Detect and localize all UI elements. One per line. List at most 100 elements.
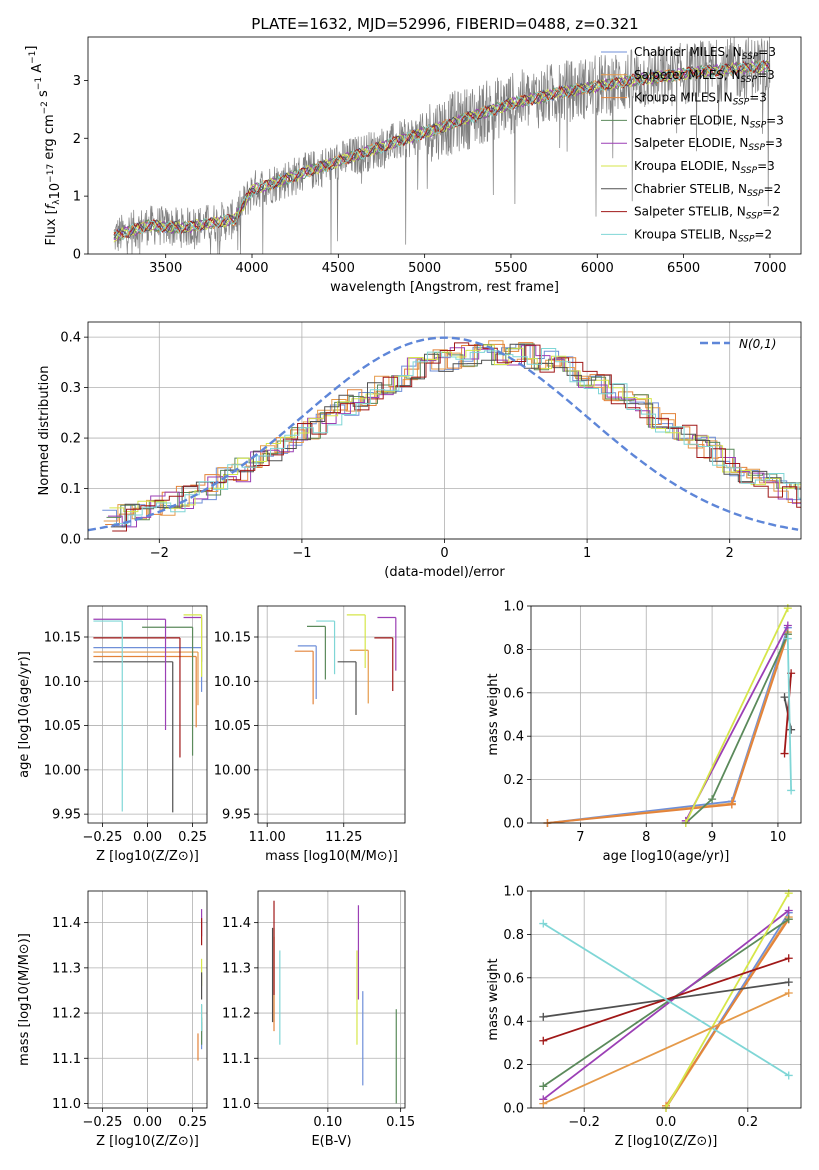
mass-weight-line xyxy=(547,631,789,824)
y-axis-label: Flux [fλ10−17 erg cm−2 s−1 A−1] xyxy=(24,46,63,246)
error-bar xyxy=(346,614,366,668)
mass-weight-marker xyxy=(708,795,717,804)
legend-entry-tail: =2 xyxy=(764,182,782,196)
mass-weight-vs-age-panel: 7 8 9 10 0.0 0.2 0.4 0.6 0.8 1.0 age [log10(age/yr… xyxy=(486,600,802,864)
y-tick-label: 11.0 xyxy=(222,1097,251,1112)
axes: −2 −1 0 1 2 0.0 0.1 0.2 0.3 0.4 xyxy=(60,331,734,561)
y-tick-label: 0.2 xyxy=(60,432,81,447)
legend-entry-sub: SSP xyxy=(742,52,759,62)
mass-weight-marker xyxy=(784,906,793,915)
legend-entry-text: Kroupa STELIB, N xyxy=(634,227,738,241)
x-tick-label: 4000 xyxy=(235,261,268,276)
x-tick-label: −1 xyxy=(292,546,311,561)
legend-entry-tail: =3 xyxy=(749,91,767,105)
mass-weight-marker xyxy=(783,621,792,630)
grid xyxy=(88,891,207,1108)
legend-entry: Salpeter STELIB, NSSP=2 xyxy=(634,205,780,222)
axes-frame xyxy=(257,605,406,824)
mass-weight-marker xyxy=(787,725,796,734)
y-tick-label: 10.15 xyxy=(214,631,251,646)
x-axis-label: age [log10(age/yr)] xyxy=(603,849,730,864)
x-tick-label: 6500 xyxy=(667,261,700,276)
axes: −0.25 0.00 0.25 11.0 11.1 11.2 11.3 11.4 xyxy=(52,916,207,1130)
axes: 7 8 9 10 0.0 0.2 0.4 0.6 0.8 1.0 xyxy=(503,600,786,846)
mass-weight-marker xyxy=(780,749,789,758)
axes-frame xyxy=(87,890,208,1109)
y-tick-label: 10.15 xyxy=(44,631,81,646)
x-axis-label: (data-model)/error xyxy=(384,565,505,580)
x-tick-label: 4500 xyxy=(322,261,355,276)
y-axis-label-part: erg cm xyxy=(42,114,57,163)
legend-entry: N(0,1) xyxy=(739,337,776,351)
axes-frame xyxy=(87,36,802,255)
y-tick-label: 10.00 xyxy=(214,763,251,778)
mass-weight-marker xyxy=(784,978,793,987)
error-bar xyxy=(294,650,314,705)
x-tick-label: 6000 xyxy=(581,261,614,276)
error-bar xyxy=(183,614,203,677)
legend-entry-text: Chabrier MILES, N xyxy=(634,45,742,59)
y-tick-label: 11.2 xyxy=(222,1007,251,1022)
y-tick-label: 11.2 xyxy=(52,1007,81,1022)
mass-weight-marker xyxy=(784,915,793,924)
y-tick-label: 0.8 xyxy=(503,643,524,658)
model-spectrum-line xyxy=(113,60,770,239)
error-bar xyxy=(93,655,197,728)
legend-entry: Kroupa ELODIE, NSSP=3 xyxy=(634,159,775,176)
y-tick-label: 0.8 xyxy=(503,928,524,943)
y-tick-label: 10.05 xyxy=(214,719,251,734)
error-bar xyxy=(316,620,336,675)
histogram-step-line xyxy=(113,348,801,525)
mass-weight-marker xyxy=(780,693,789,702)
y-tick-label: 0.0 xyxy=(503,1102,524,1117)
y-tick-label: 9.95 xyxy=(222,808,251,823)
x-tick-label: 0.25 xyxy=(178,1115,207,1130)
histogram-step-line xyxy=(103,340,801,522)
mass-weight-line xyxy=(542,992,790,1105)
legend-entry-tail: =3 xyxy=(758,45,776,59)
mass-weight-marker xyxy=(539,1036,548,1045)
legend-entry: Salpeter ELODIE, NSSP=3 xyxy=(634,136,783,153)
mass-weight-line xyxy=(665,892,790,1109)
legend-entry-text: Salpeter STELIB, N xyxy=(634,205,746,219)
error-bar xyxy=(374,637,394,692)
y-tick-label: 10.10 xyxy=(214,675,251,690)
legend-entry-text: Salpeter ELODIE, N xyxy=(634,136,748,150)
mass-weight-line xyxy=(786,638,792,791)
age-vs-metallicity-panel: −0.25 0.00 0.25 9.95 10.00 10.05 10.10 10.15 Z [… xyxy=(17,605,208,864)
mass-weight-line xyxy=(783,673,792,754)
legend-entry-text: Kroupa MILES, N xyxy=(634,91,733,105)
y-tick-label: 11.0 xyxy=(52,1097,81,1112)
x-tick-label: 0.25 xyxy=(178,830,207,845)
y-tick-label: 10.00 xyxy=(44,763,81,778)
y-axis-label-part: −1 xyxy=(34,77,44,90)
axes: 11.00 11.25 9.95 10.00 10.05 10.10 10.15 xyxy=(214,631,363,846)
legend-entry-text: Chabrier ELODIE, N xyxy=(634,113,750,127)
y-axis-label: mass weight xyxy=(486,958,501,1040)
y-tick-label: 0.6 xyxy=(503,971,524,986)
x-tick-label: 7 xyxy=(576,830,584,845)
legend-entry: Kroupa MILES, NSSP=3 xyxy=(634,91,767,108)
y-tick-label: 9.95 xyxy=(52,808,81,823)
y-tick-label: 0.0 xyxy=(503,817,524,832)
mass-weight-marker xyxy=(539,1082,548,1091)
mass-weight-marker xyxy=(783,634,792,643)
legend-entry-text: Kroupa ELODIE, N xyxy=(634,159,741,173)
x-axis-label: mass [log10(M/M⊙)] xyxy=(265,849,398,864)
x-tick-label: −0.25 xyxy=(83,830,123,845)
y-tick-label: 0 xyxy=(73,248,81,263)
mass-weight-marker xyxy=(784,1071,793,1080)
y-tick-label: 11.3 xyxy=(222,961,251,976)
observed-spectrum-line xyxy=(113,36,771,255)
legend-entry: Chabrier STELIB, NSSP=2 xyxy=(634,182,781,199)
y-tick-label: 11.1 xyxy=(222,1052,251,1067)
axes-frame xyxy=(87,321,802,540)
y-tick-label: 0.4 xyxy=(60,331,81,346)
axes: −0.25 0.00 0.25 9.95 10.00 10.05 10.10 10.15 xyxy=(44,631,207,846)
axes-frame xyxy=(257,890,406,1109)
x-axis-label: E(B-V) xyxy=(311,1134,351,1149)
x-tick-label: 0.2 xyxy=(737,1115,758,1130)
axes: −0.2 0.0 0.2 0.0 0.2 0.4 0.6 0.8 1.0 xyxy=(503,885,758,1131)
axes-frame xyxy=(87,605,208,824)
y-axis-label-part: f xyxy=(44,202,59,209)
